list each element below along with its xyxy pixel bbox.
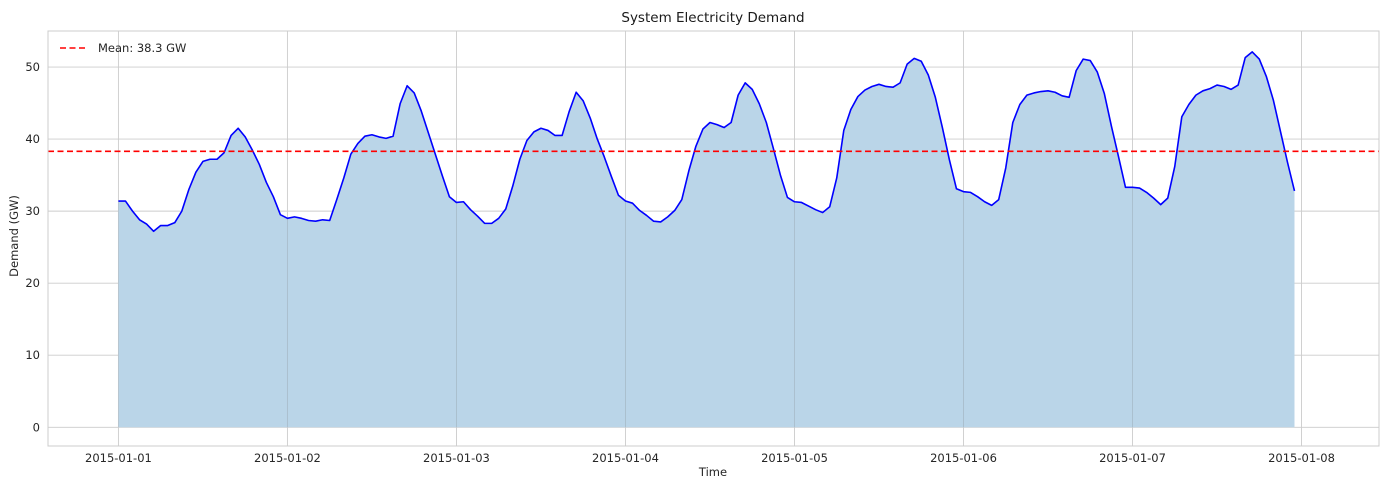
legend: Mean: 38.3 GW: [60, 41, 186, 55]
y-axis-ticks: 0 10 20 30 40 50: [25, 60, 40, 434]
x-tick-label: 2015-01-03: [423, 451, 490, 465]
y-axis-label: Demand (GW): [7, 195, 21, 277]
y-tick-label: 50: [25, 60, 40, 74]
x-tick-label: 2015-01-02: [254, 451, 321, 465]
demand-line: [118, 51, 1296, 233]
x-tick-label: 2015-01-04: [592, 451, 659, 465]
x-tick-label: 2015-01-07: [1099, 451, 1166, 465]
plot-frame: [47, 30, 1380, 447]
demand-area: [118, 51, 1295, 428]
y-tick-label: 40: [25, 132, 40, 146]
x-tick-label: 2015-01-06: [930, 451, 997, 465]
y-tick-label: 10: [25, 348, 40, 362]
x-axis-ticks: 2015-01-01 2015-01-02 2015-01-03 2015-01-04…: [85, 451, 1335, 465]
x-tick-label: 2015-01-05: [761, 451, 828, 465]
y-tick-label: 20: [25, 276, 40, 290]
y-tick-label: 0: [33, 420, 40, 434]
x-axis-label: Time: [698, 465, 727, 479]
x-tick-label: 2015-01-01: [85, 451, 152, 465]
y-tick-label: 30: [25, 204, 40, 218]
legend-label: Mean: 38.3 GW: [98, 41, 186, 55]
x-tick-label: 2015-01-08: [1268, 451, 1335, 465]
chart-title: System Electricity Demand: [621, 10, 804, 26]
